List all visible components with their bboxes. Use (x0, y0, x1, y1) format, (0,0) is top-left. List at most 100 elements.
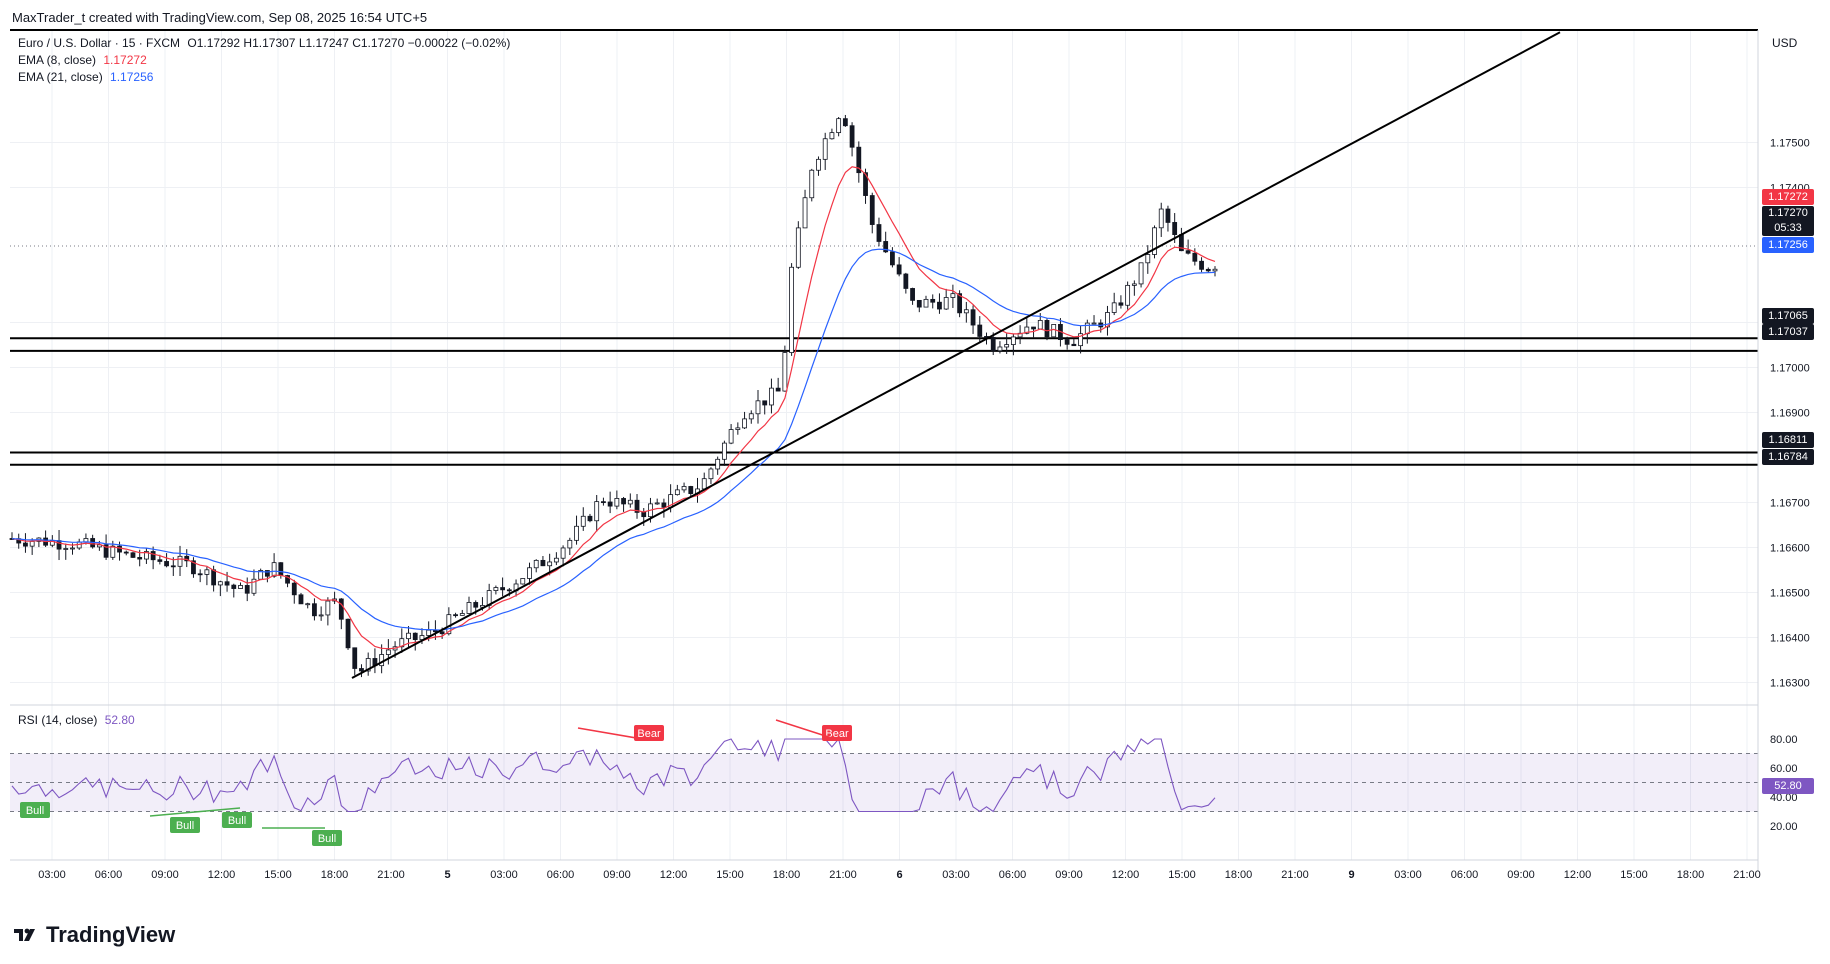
time-tick-label: 21:00 (1281, 869, 1309, 881)
candle-body (453, 614, 458, 617)
candle-body (264, 570, 270, 577)
candle-body (836, 118, 842, 134)
level4-tag: 1.16784 (1762, 449, 1814, 465)
candle-body (278, 562, 284, 576)
candle-body (1199, 260, 1204, 270)
time-tick-label: 12:00 (660, 869, 688, 881)
candle-body (1165, 208, 1171, 223)
time-tick-label: 18:00 (1225, 869, 1253, 881)
candle-body (1031, 326, 1036, 330)
candle-body (137, 557, 143, 560)
candle-body (117, 545, 122, 553)
candle-body (1105, 312, 1110, 328)
candle-body (312, 603, 317, 617)
candle-body (1084, 322, 1090, 335)
candle-body (681, 486, 687, 491)
candle-body (641, 512, 647, 518)
bull-signal: Bull (222, 812, 252, 828)
bull-signal-bg (20, 802, 50, 818)
candle-body (1037, 320, 1043, 330)
candle-body (63, 548, 69, 550)
candle-body (755, 400, 761, 415)
candle-body (271, 562, 277, 577)
candle-body (305, 603, 311, 606)
candle-body (1185, 250, 1191, 254)
candle-body (688, 486, 694, 494)
time-tick-label: 06:00 (95, 869, 123, 881)
candle-body (204, 569, 210, 575)
candle-body (459, 613, 465, 616)
candle-body (1131, 283, 1137, 286)
candle-body (735, 427, 741, 430)
ohlc-values: O1.17292 H1.17307 L1.17247 C1.17270 −0.0… (187, 36, 511, 50)
tradingview-logo-icon (14, 928, 35, 941)
candle-body (943, 297, 949, 310)
candle-body (170, 565, 176, 568)
candle-body (217, 581, 223, 586)
candle-body (856, 146, 862, 174)
ema21-legend[interactable]: EMA (21, close) 1.17256 (18, 70, 153, 84)
time-tick-label: 12:00 (1564, 869, 1592, 881)
rsi-legend[interactable]: RSI (14, close) 52.80 (18, 713, 135, 727)
bull-signal-text: Bull (228, 815, 246, 827)
candle-body (345, 618, 351, 649)
time-tick-label: 21:00 (829, 869, 857, 881)
candle-body (211, 569, 217, 586)
level2-tag: 1.17037 (1762, 324, 1814, 340)
candle-body (412, 632, 418, 640)
candle-body (291, 582, 297, 596)
time-tick-label: 12:00 (1112, 869, 1140, 881)
candle-body (849, 125, 855, 148)
candle-body (829, 132, 835, 140)
candle-body (338, 598, 344, 620)
candle-body (560, 547, 566, 559)
ema8-value: 1.17272 (103, 53, 147, 67)
candle-body (1192, 252, 1198, 262)
candle-body (238, 585, 243, 589)
level1-tag: 1.17065 (1762, 308, 1814, 324)
rsi-tick-label: 20.00 (1770, 821, 1798, 833)
candle-body (708, 468, 714, 480)
candle-body (715, 458, 721, 470)
candle-body (1071, 343, 1077, 347)
time-tick-label: 9 (1348, 869, 1354, 881)
rsi-line (11, 737, 1216, 813)
candle-body (103, 544, 109, 558)
candle-body (580, 515, 586, 527)
candle-body (607, 501, 613, 507)
candle-body (385, 649, 391, 655)
time-tick-label: 15:00 (1620, 869, 1648, 881)
currency-label[interactable]: USD (1772, 36, 1798, 50)
bear-signal-text: Bear (637, 728, 661, 740)
candle-body (1064, 339, 1070, 345)
candle-body (654, 502, 660, 505)
time-tick-label: 03:00 (942, 869, 970, 881)
candle-body (1024, 326, 1030, 334)
candle-body (627, 499, 633, 505)
time-tick-label: 15:00 (1168, 869, 1196, 881)
ema8-line (11, 166, 1216, 650)
last-price: 1.17270 (1768, 207, 1808, 219)
candle-body (863, 172, 868, 196)
candle-body (816, 158, 821, 171)
time-tick-label: 03:00 (38, 869, 66, 881)
candle-body (574, 525, 579, 541)
candle-body (493, 587, 499, 591)
candle-body (318, 614, 324, 617)
candle-body (937, 301, 942, 310)
candle-body (883, 241, 889, 253)
candle-body (520, 578, 526, 585)
candle-body (426, 629, 432, 636)
candle-body (56, 540, 62, 550)
candle-body (842, 118, 848, 127)
level3-tag: 1.16811 (1762, 432, 1814, 448)
tradingview-brand[interactable]: TradingView (12, 922, 175, 948)
candle-body (977, 324, 983, 337)
candle-body (748, 413, 754, 420)
candle-body (1138, 262, 1144, 285)
time-tick-label: 06:00 (999, 869, 1027, 881)
candle-body (164, 561, 169, 567)
ema8-legend[interactable]: EMA (8, close) 1.17272 (18, 53, 147, 67)
candle-body (782, 352, 788, 392)
